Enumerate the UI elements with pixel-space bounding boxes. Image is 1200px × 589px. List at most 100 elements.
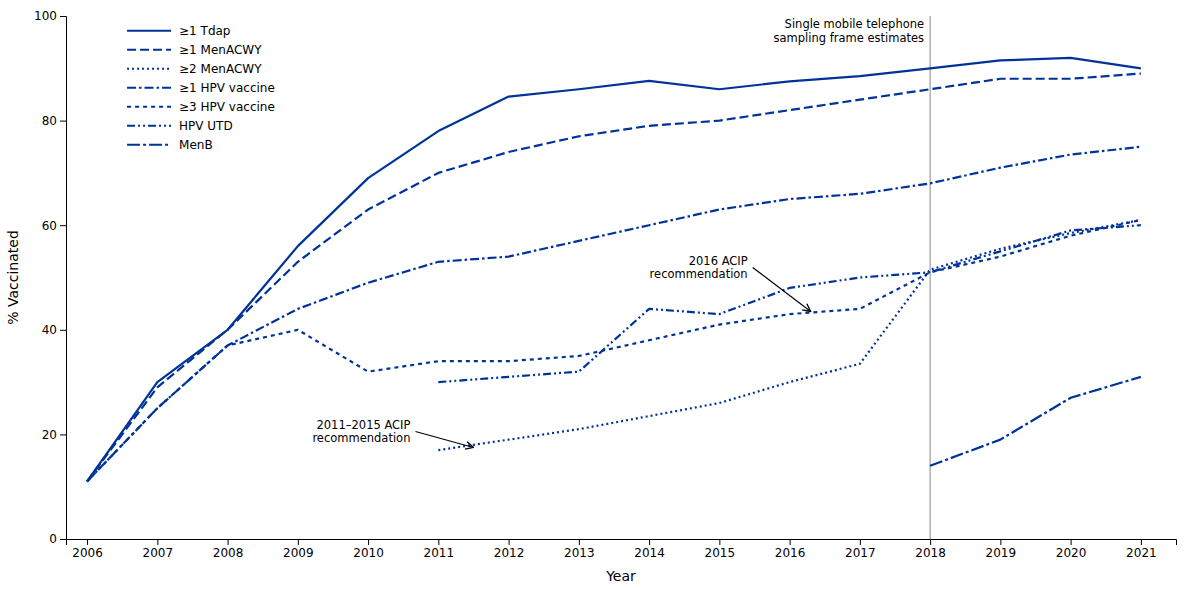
x-tick: 2010 <box>353 539 384 560</box>
y-tick-label: 100 <box>34 9 57 23</box>
x-tick-label: 2019 <box>986 546 1017 560</box>
y-tick-mark <box>60 16 66 17</box>
x-tick-label: 2015 <box>705 546 736 560</box>
annotation-arrow <box>753 267 811 311</box>
series-line <box>438 225 1141 382</box>
legend-item: ≥2 MenACWY <box>127 62 262 76</box>
chart: 2006200720082009201020112012201320142015… <box>0 0 1200 589</box>
x-tick-label: 2021 <box>1126 546 1157 560</box>
x-tick-label: 2007 <box>143 546 174 560</box>
x-tick: 2009 <box>283 539 314 560</box>
y-tick: 60 <box>42 219 66 233</box>
y-tick: 40 <box>42 323 66 337</box>
x-tick-label: 2014 <box>634 546 665 560</box>
text-line: 2016 ACIP <box>689 254 748 268</box>
y-tick-mark <box>60 539 66 540</box>
x-tick: 2007 <box>143 539 174 560</box>
x-tick-label: 2016 <box>775 546 806 560</box>
x-tick-mark <box>1071 539 1072 545</box>
legend-label: MenB <box>179 138 213 152</box>
y-tick-label: 20 <box>42 428 57 442</box>
x-tick-mark <box>368 539 369 545</box>
legend-label: ≥3 HPV vaccine <box>179 100 275 114</box>
x-tick: 2015 <box>705 539 736 560</box>
text-line: 2011–2015 ACIP <box>316 418 410 432</box>
x-tick: 2016 <box>775 539 806 560</box>
legend-swatch <box>127 49 171 51</box>
y-tick: 0 <box>49 532 66 546</box>
series-line <box>438 220 1141 450</box>
legend-swatch <box>127 125 171 127</box>
legend-item: HPV UTD <box>127 119 233 133</box>
x-tick: 2021 <box>1126 539 1157 560</box>
y-tick-mark <box>60 434 66 435</box>
x-tick-label: 2010 <box>353 546 384 560</box>
legend-item: MenB <box>127 138 213 152</box>
legend-swatch <box>127 30 171 32</box>
x-tick-mark <box>87 539 88 545</box>
y-tick: 100 <box>34 9 66 23</box>
text-line: Single mobile telephone <box>785 17 925 31</box>
annotation-text: 2016 ACIPrecommendation <box>650 254 748 282</box>
x-tick: 2018 <box>915 539 946 560</box>
text-line: recommendation <box>650 267 748 281</box>
x-axis-line <box>67 540 1177 546</box>
annotation-text: 2011–2015 ACIPrecommendation <box>312 418 410 446</box>
x-tick-mark <box>860 539 861 545</box>
legend-item: ≥1 HPV vaccine <box>127 81 275 95</box>
x-tick-mark <box>649 539 650 545</box>
x-tick-mark <box>579 539 580 545</box>
x-axis-title: Year <box>605 568 636 584</box>
x-tick-label: 2006 <box>72 546 103 560</box>
series-line <box>87 220 1141 482</box>
x-tick: 2019 <box>986 539 1017 560</box>
y-tick: 80 <box>42 114 66 128</box>
y-tick-label: 0 <box>49 532 57 546</box>
x-axis: 2006200720082009201020112012201320142015… <box>67 539 1177 560</box>
y-tick-mark <box>60 121 66 122</box>
series-line <box>87 74 1141 482</box>
legend-label: ≥1 MenACWY <box>179 43 262 57</box>
annotation-arrow <box>415 431 473 447</box>
x-tick-mark <box>930 539 931 545</box>
reference-label: Single mobile telephonesampling frame es… <box>774 17 925 45</box>
legend-item: ≥1 Tdap <box>127 24 230 38</box>
x-tick-label: 2017 <box>845 546 876 560</box>
x-tick-mark <box>790 539 791 545</box>
legend: ≥1 Tdap ≥1 MenACWY ≥2 MenACWY ≥1 HPV vaccin… <box>127 24 275 152</box>
series-line <box>87 147 1141 482</box>
legend-swatch <box>127 144 171 146</box>
y-axis-title: % Vaccinated <box>5 230 21 325</box>
x-tick-mark <box>228 539 229 545</box>
x-tick-mark <box>1000 539 1001 545</box>
x-tick: 2017 <box>845 539 876 560</box>
x-tick-label: 2018 <box>915 546 946 560</box>
y-tick-label: 80 <box>42 114 57 128</box>
y-axis-line <box>60 17 67 540</box>
y-tick-label: 40 <box>42 323 57 337</box>
legend-label: ≥1 Tdap <box>179 24 230 38</box>
legend-label: ≥2 MenACWY <box>179 62 262 76</box>
marks <box>87 16 1141 539</box>
plot: 2006200720082009201020112012201320142015… <box>5 9 1177 584</box>
series-line <box>87 58 1141 482</box>
y-tick-mark <box>60 330 66 331</box>
legend-item: ≥1 MenACWY <box>127 43 262 57</box>
text-line: recommendation <box>312 431 410 445</box>
legend-swatch <box>127 87 171 89</box>
x-tick-mark <box>1141 539 1142 545</box>
x-tick: 2012 <box>494 539 525 560</box>
legend-swatch <box>127 68 171 70</box>
x-tick: 2020 <box>1056 539 1087 560</box>
legend-label: ≥1 HPV vaccine <box>179 81 275 95</box>
y-axis: 0 20 40 60 80 100 <box>34 9 66 546</box>
legend-swatch <box>127 106 171 108</box>
x-tick-label: 2020 <box>1056 546 1087 560</box>
x-tick: 2014 <box>634 539 665 560</box>
y-tick-mark <box>60 225 66 226</box>
legend-label: HPV UTD <box>179 119 233 133</box>
x-tick-mark <box>509 539 510 545</box>
x-tick-label: 2013 <box>564 546 595 560</box>
legend-item: ≥3 HPV vaccine <box>127 100 275 114</box>
series-line <box>930 377 1141 466</box>
